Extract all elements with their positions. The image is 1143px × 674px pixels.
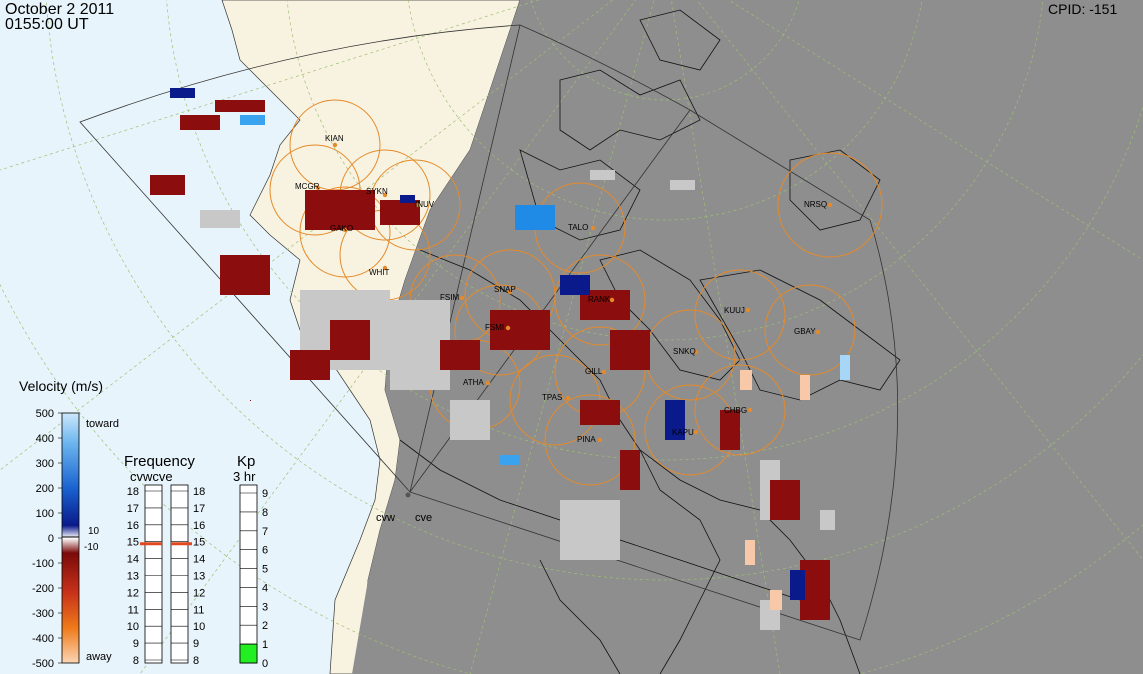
velocity-tick-label: 0: [48, 533, 54, 545]
station-label: CHBG: [724, 406, 747, 415]
velocity-tick-label: 100: [36, 508, 54, 520]
kp-tick-label: 5: [262, 564, 268, 576]
station-label: KIAN: [325, 134, 344, 143]
frequency-tick-label-cvw: 12: [127, 587, 139, 599]
night-region: [352, 0, 1143, 674]
frequency-tick-label-cvw: 10: [127, 621, 139, 633]
kp-subtitle: 3 hr: [233, 469, 256, 484]
frequency-ticks: 18 18 17 17 16 16 15 15 14 14 13 13 12 12 11 11 10 10 9 9 8 8: [127, 486, 206, 667]
velocity-tick-label: -300: [32, 608, 54, 620]
kp-tick-label: 8: [262, 507, 268, 519]
velocity-away-cells: [150, 100, 830, 620]
kp-tick-label: 1: [262, 639, 268, 651]
frequency-title: Frequency: [124, 453, 195, 470]
kp-tick-label: 3: [262, 601, 268, 613]
station-label: KUUJ: [724, 306, 745, 315]
station-markers: [315, 142, 833, 443]
frequency-tick-label-cve: 16: [193, 520, 205, 532]
frequency-bar-cve: [170, 484, 189, 664]
frequency-tick-label-cvw: 9: [133, 638, 139, 650]
kp-tick-label: 4: [262, 582, 268, 594]
frequency-tick-label-cvw: 8: [133, 655, 139, 667]
station-labels: KIAN MCGR SYKN INUV GAKO WHIT FSIM SNAP …: [295, 134, 827, 444]
velocity-inner-neg: -10: [84, 542, 99, 553]
radar-label-east: cve: [415, 512, 432, 524]
station-label: ATHA: [463, 378, 484, 387]
station-label: PINA: [577, 435, 596, 444]
header-cpid: CPID: -151: [1048, 1, 1118, 17]
velocity-toward-label: toward: [86, 418, 119, 430]
kp-title: Kp: [237, 453, 255, 470]
frequency-tick-label-cve: 13: [193, 571, 205, 583]
velocity-tick-label: 500: [36, 408, 54, 420]
station-label: GBAY: [794, 327, 816, 336]
station-label: TPAS: [542, 393, 562, 402]
frequency-tick-label-cve: 8: [193, 655, 199, 667]
frequency-tick-label-cvw: 15: [127, 537, 139, 549]
velocity-ticks: 500 400 300 200 100 0 -100 -200 -300 -400 -500: [32, 408, 62, 670]
frequency-tick-label-cvw: 16: [127, 520, 139, 532]
station-label: INUV: [415, 200, 435, 209]
frequency-tick-label-cve: 10: [193, 621, 205, 633]
frequency-tick-label-cve: 12: [193, 587, 205, 599]
velocity-tick-label: -500: [32, 658, 54, 670]
velocity-inner-pos: 10: [88, 526, 100, 537]
station-label: MCGR: [295, 182, 320, 191]
frequency-tick-label-cvw: 18: [127, 486, 139, 498]
station-label: RANK: [588, 295, 611, 304]
frequency-tick-label-cve: 17: [193, 503, 205, 515]
kp-legend: Kp 3 hr 9 8 7 6 5 4 3 2 1 0: [233, 453, 268, 670]
kp-tick-label: 7: [262, 526, 268, 538]
frequency-tick-label-cve: 9: [193, 638, 199, 650]
velocity-title: Velocity (m/s): [19, 378, 103, 394]
station-label: KAPU: [672, 428, 694, 437]
velocity-colorbar: [61, 412, 80, 664]
frequency-tick-label-cve: 18: [193, 486, 205, 498]
frequency-subtitle: cvwcve: [130, 469, 173, 484]
radar-label-west: cvw: [376, 512, 395, 524]
kp-tick-label: 0: [262, 658, 268, 670]
frequency-tick-label-cvw: 13: [127, 571, 139, 583]
station-label: SNKQ: [673, 347, 696, 356]
velocity-tick-label: -100: [32, 558, 54, 570]
velocity-tick-label: -200: [32, 583, 54, 595]
station-label: GAKO: [330, 224, 353, 233]
frequency-tick-label-cvw: 11: [128, 604, 139, 616]
velocity-away-label: away: [86, 651, 112, 663]
kp-fill: [239, 643, 258, 664]
station-label: NRSQ: [804, 200, 827, 209]
frequency-bar-cvw: [144, 484, 163, 664]
station-label: SYKN: [366, 187, 388, 196]
station-label: FSMI: [485, 323, 504, 332]
station-label: WHIT: [369, 268, 390, 277]
station-label: TALO: [568, 223, 588, 232]
frequency-tick-label-cvw: 14: [127, 554, 139, 566]
station-label: FSIM: [440, 293, 459, 302]
velocity-legend: Velocity (m/s) toward away 10 -10 500 400…: [19, 378, 119, 670]
station-label: GILL: [585, 367, 603, 376]
frequency-tick-label-cve: 15: [193, 537, 205, 549]
velocity-light-away-cells: [740, 370, 810, 610]
velocity-tick-label: 200: [36, 483, 54, 495]
velocity-toward-cells: [170, 88, 850, 600]
station-label: SNAP: [494, 285, 516, 294]
header-date: October 2 2011: [5, 1, 115, 18]
frequency-tick-label-cve: 14: [193, 554, 205, 566]
frequency-tick-label-cvw: 17: [127, 503, 139, 515]
velocity-tick-label: 300: [36, 458, 54, 470]
kp-tick-label: 9: [262, 488, 268, 500]
frequency-tick-label-cve: 11: [193, 604, 204, 616]
velocity-tick-label: 400: [36, 433, 54, 445]
kp-tick-label: 2: [262, 620, 268, 632]
radar-site-marker: [405, 492, 411, 498]
velocity-tick-label: -400: [32, 633, 54, 645]
kp-tick-label: 6: [262, 545, 268, 557]
kp-ticks: 9 8 7 6 5 4 3 2 1 0: [240, 488, 268, 670]
header-time: 0155:00 UT: [5, 16, 89, 33]
